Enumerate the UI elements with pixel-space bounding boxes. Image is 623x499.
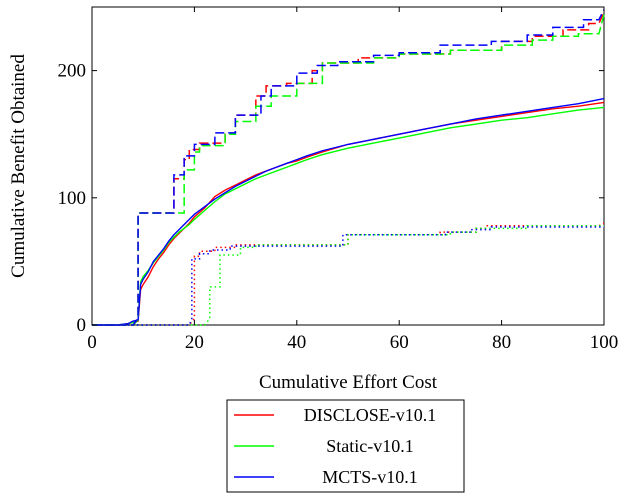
y-tick-label: 0 (77, 315, 87, 336)
y-axis-label: Cumulative Benefit Obtained (8, 54, 29, 278)
series-line-static-v10-1-solid (92, 106, 605, 326)
plot-area: 0 20 40 60 80 100 0 100 200 (58, 6, 619, 353)
series-line-disclose-v10-1-dashed (92, 11, 605, 326)
x-tick-label: 20 (185, 332, 204, 353)
series-layer (92, 9, 605, 326)
tick-layer: 0 20 40 60 80 100 0 100 200 (58, 7, 619, 353)
legend-label-disclose: DISCLOSE-v10.1 (304, 405, 437, 425)
x-tick-label: 100 (590, 332, 619, 353)
x-tick-label: 60 (390, 332, 409, 353)
legend: DISCLOSE-v10.1 Static-v10.1 MCTS-v10.1 (226, 399, 465, 493)
series-line-static-v10-1-dashed (92, 14, 605, 326)
x-axis-label: Cumulative Effort Cost (259, 372, 438, 393)
x-tick-label: 40 (287, 332, 306, 353)
y-tick-label: 200 (58, 61, 87, 82)
series-line-static-v10-1-dotted (92, 225, 604, 326)
legend-label-static: Static-v10.1 (326, 436, 414, 456)
series-line-mcts-v10-1-dashed (92, 9, 605, 326)
x-tick-label: 80 (492, 332, 511, 353)
x-tick-label: 0 (87, 332, 97, 353)
y-tick-label: 100 (58, 188, 87, 209)
series-line-disclose-v10-1-dotted (92, 222, 605, 326)
plot-frame (91, 6, 605, 326)
series-line-mcts-v10-1-solid (92, 97, 605, 326)
legend-label-mcts: MCTS-v10.1 (322, 467, 418, 487)
